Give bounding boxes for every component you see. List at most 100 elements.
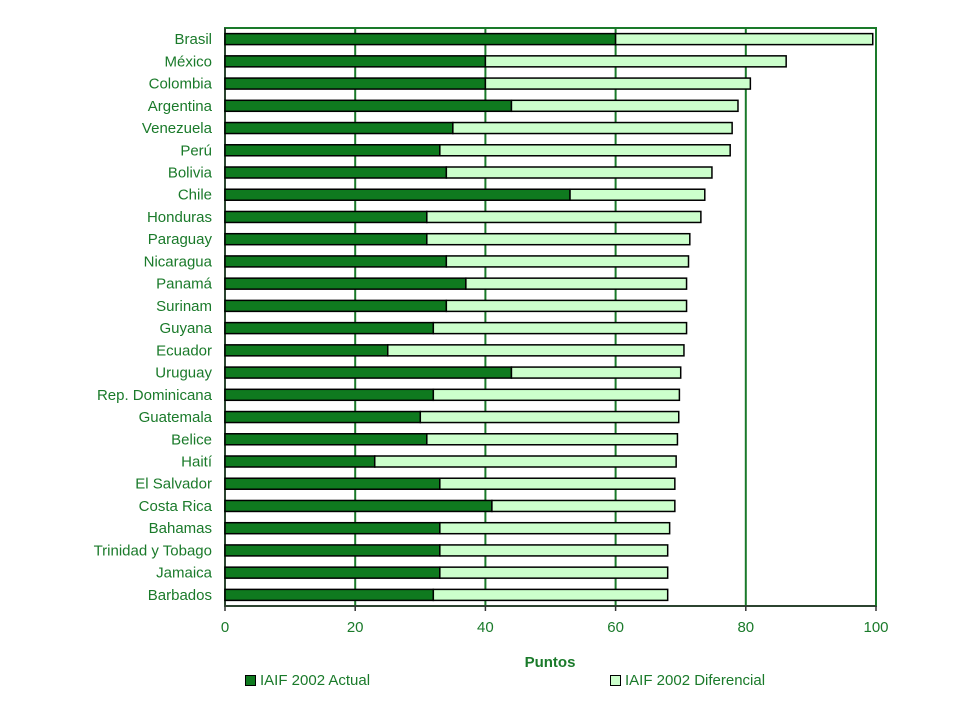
category-label: Brasil	[174, 31, 212, 48]
category-label: Trinidad y Tobago	[94, 542, 212, 559]
bar-group	[224, 299, 688, 313]
x-tick-label: 0	[221, 619, 229, 636]
bar-diferencial	[426, 210, 702, 224]
bar-group	[224, 277, 688, 290]
gridlines	[224, 27, 877, 607]
category-label: Haití	[181, 454, 213, 471]
category-label: Rep. Dominicana	[97, 387, 213, 404]
bar-actual	[224, 77, 487, 90]
legend-item-diferencial: IAIF 2002 Diferencial	[610, 668, 765, 692]
bar-group	[224, 455, 677, 468]
bar-group	[224, 144, 731, 157]
category-label: Belice	[171, 431, 212, 448]
bar-group	[224, 477, 676, 490]
bar-actual	[224, 210, 428, 224]
category-label: Colombia	[149, 76, 213, 93]
bar-actual	[224, 99, 513, 113]
bar-actual	[224, 299, 448, 313]
category-label: México	[164, 53, 212, 70]
bar-diferencial	[465, 277, 688, 290]
bar-group	[224, 410, 680, 424]
bar-actual	[224, 277, 467, 290]
bar-group	[224, 344, 685, 357]
bar-group	[224, 566, 669, 579]
bar-diferencial	[419, 410, 680, 424]
bar-diferencial	[432, 588, 669, 602]
bar-group	[224, 121, 733, 135]
category-label: Jamaica	[156, 565, 213, 582]
bar-diferencial	[373, 455, 677, 468]
bar-actual	[224, 499, 493, 513]
bar-diferencial	[387, 344, 685, 357]
bar-diferencial	[484, 55, 787, 68]
bar-group	[224, 188, 706, 201]
bar-actual	[224, 166, 448, 179]
bar-actual	[224, 388, 435, 402]
bar-group	[224, 521, 671, 535]
bar-group	[224, 55, 787, 68]
category-label: Chile	[178, 187, 212, 204]
bar-diferencial	[445, 166, 713, 179]
category-label: Bolivia	[168, 165, 213, 182]
bar-actual	[224, 344, 389, 357]
bar-group	[224, 232, 691, 246]
bar-actual	[224, 321, 435, 335]
x-axis-title: Puntos	[525, 654, 576, 671]
bar-diferencial	[439, 566, 669, 579]
bar-actual	[224, 188, 571, 201]
category-label: Surinam	[156, 298, 212, 315]
bar-group	[224, 77, 752, 90]
bar-actual	[224, 588, 435, 602]
bar-actual	[224, 366, 513, 379]
category-label: El Salvador	[135, 476, 212, 493]
bar-diferencial	[439, 477, 676, 490]
bar-group	[224, 255, 690, 268]
bar-group	[224, 366, 682, 379]
bar-actual	[224, 433, 428, 446]
bar-diferencial	[439, 144, 731, 157]
bar-actual	[224, 477, 441, 490]
bar-group	[224, 588, 669, 602]
bar-actual	[224, 410, 422, 424]
bar-actual	[224, 121, 454, 135]
bar-diferencial	[439, 544, 669, 557]
bar-group	[224, 210, 702, 224]
category-label: Guyana	[159, 320, 212, 337]
category-label: Nicaragua	[144, 253, 213, 270]
bar-actual	[224, 55, 487, 68]
bar-actual	[224, 232, 428, 246]
x-tick-label: 80	[737, 619, 754, 636]
bar-actual	[224, 255, 448, 268]
bar-diferencial	[614, 32, 874, 46]
category-labels: Brasil México Colombia Argentina Venezuela Pe…	[94, 31, 213, 604]
category-label: Barbados	[148, 587, 212, 604]
category-label: Bahamas	[149, 520, 212, 537]
bar-group	[224, 32, 874, 46]
bar-diferencial	[452, 121, 733, 135]
bar-diferencial	[569, 188, 706, 201]
bar-diferencial	[439, 521, 671, 535]
legend-item-actual: IAIF 2002 Actual	[245, 668, 370, 692]
bar-diferencial	[510, 366, 682, 379]
bar-diferencial	[484, 77, 752, 90]
bar-diferencial	[426, 232, 691, 246]
x-tick-label: 40	[477, 619, 494, 636]
bar-actual	[224, 566, 441, 579]
bar-actual	[224, 144, 441, 157]
plot-frame	[224, 27, 877, 607]
x-tick-label: 100	[863, 619, 888, 636]
bar-group	[224, 433, 679, 446]
bar-diferencial	[491, 499, 676, 513]
category-label: Honduras	[147, 209, 212, 226]
category-label: Panamá	[156, 276, 213, 293]
bar-group	[224, 544, 669, 557]
bar-actual	[224, 455, 376, 468]
bar-group	[224, 388, 681, 402]
category-label: Costa Rica	[139, 498, 213, 515]
legend-swatch-actual	[245, 674, 256, 686]
bar-diferencial	[432, 388, 681, 402]
category-label: Ecuador	[156, 342, 212, 359]
category-label: Uruguay	[155, 365, 212, 382]
x-tick-label: 20	[347, 619, 364, 636]
